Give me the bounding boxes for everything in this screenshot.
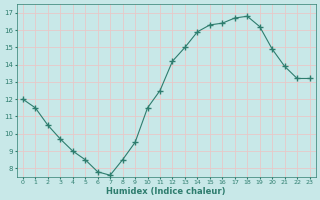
X-axis label: Humidex (Indice chaleur): Humidex (Indice chaleur) bbox=[107, 187, 226, 196]
